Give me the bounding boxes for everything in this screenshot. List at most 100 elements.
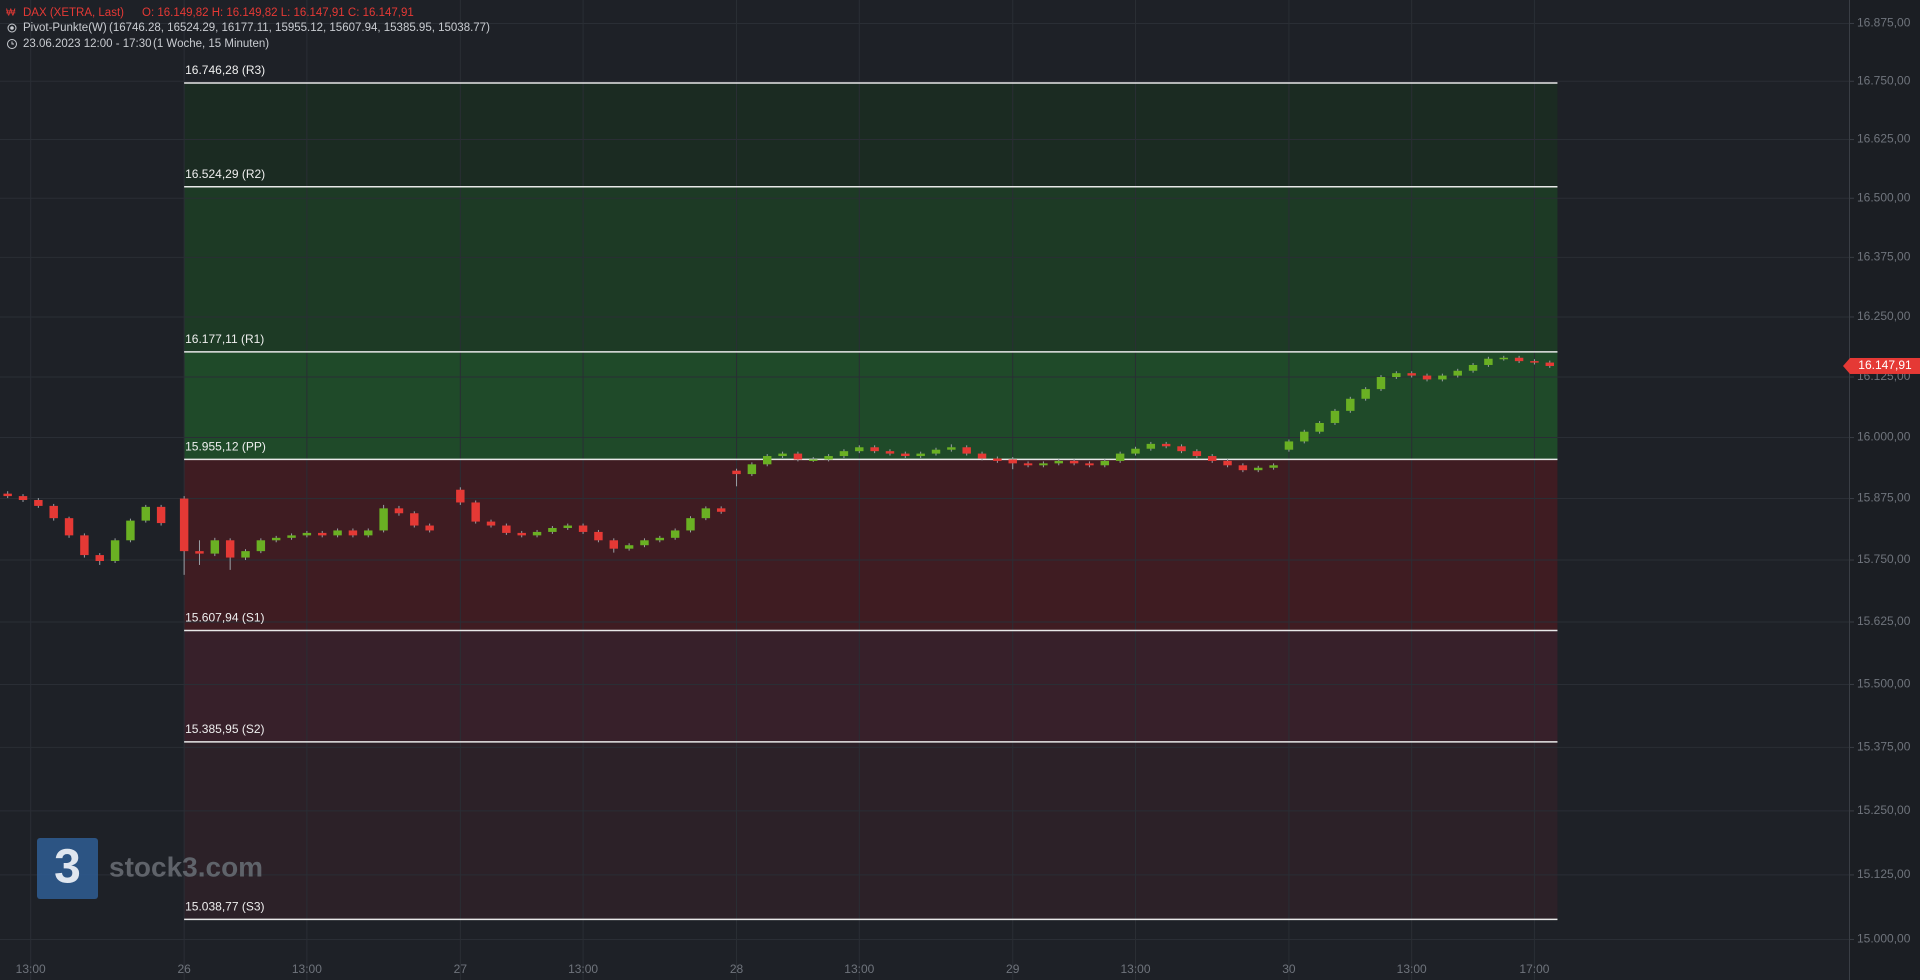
candle-body [578,525,588,532]
y-tick-label: 15.875,00 [1857,491,1911,505]
candle-body [1499,357,1508,360]
candle-body [333,530,342,536]
quote: O: 16.149,82 H: 16.149,82 L: 16.147,91 C… [142,7,414,19]
icon [11,41,14,45]
logo-mark: 3 [54,841,81,894]
candle-body [1407,373,1416,376]
candle-body [563,525,572,528]
candle-body [901,453,910,457]
candle-body [1223,460,1232,466]
candle-body [95,555,104,562]
pivot-zone [184,459,1558,631]
candle-body [141,506,150,521]
candle-body [471,502,480,522]
price-tag-arrow [1843,357,1850,374]
candle-body [1192,451,1202,457]
candles [3,355,1555,575]
y-tick-label: 15.125,00 [1857,867,1911,881]
candle-body [1545,362,1555,366]
candle-body [241,551,250,558]
candle-body [156,506,166,524]
candle-body [195,551,204,554]
y-tick-label: 16.250,00 [1857,309,1911,323]
y-tick-label: 16.750,00 [1857,73,1911,87]
candle-body [486,521,496,526]
candle-body [1284,441,1294,450]
icon [7,23,17,33]
icon: ₩ [6,8,16,19]
candle-body [1254,467,1263,471]
x-tick-label: 13:00 [16,962,46,976]
candle-body [839,451,849,457]
y-tick-label: 15.000,00 [1857,932,1911,946]
candle-body [34,500,43,506]
candle-body [1238,465,1248,471]
watermark-text: stock3.com [109,851,263,882]
candle-body [287,535,296,538]
candle-body [1422,375,1432,380]
x-tick-label: 13:00 [844,962,874,976]
axes: 16.875,00 16.750,00 16.625,00 16.500,00 16.3… [16,16,1920,976]
candle-body [624,545,634,549]
candle-body [1115,453,1125,461]
y-tick-label: 15.500,00 [1857,677,1911,691]
pivot-zone [184,741,1558,920]
candle-body [1346,398,1355,411]
candle-body [793,453,803,460]
candle-body [1177,446,1186,452]
candle-body [1300,431,1309,442]
y-tick-label: 16.500,00 [1857,190,1911,204]
candle-body [747,464,757,475]
candle-body [1054,460,1063,464]
candle-body [364,530,373,536]
candle-body [225,540,235,558]
grid [0,0,1849,980]
candle-body [1023,463,1033,466]
candle-body [179,498,189,552]
pivot-label: 15.385,95 (S2) [185,722,264,736]
candle-body [256,540,266,552]
y-tick-label: 15.750,00 [1857,552,1911,566]
pivot-label: 15.955,12 (PP) [185,440,266,454]
candle-body [1100,460,1110,466]
candle-body [640,540,649,546]
candle-body [517,532,526,536]
watermark: 3 stock3.com [37,838,263,899]
candle-body [885,451,895,454]
y-tick-label: 16.375,00 [1857,250,1911,264]
candle-body [993,458,1002,461]
x-tick-label: 30 [1282,962,1296,976]
candle-body [1438,375,1447,380]
candle-body [732,470,741,475]
candle-body [348,530,358,536]
x-tick-label: 29 [1006,962,1020,976]
y-tick-label: 16.875,00 [1857,16,1911,30]
x-tick-label: 13:00 [1397,962,1427,976]
pivot-label: 15.607,94 (S1) [185,611,264,625]
candle-body [548,527,557,532]
candle-body [64,518,74,536]
candle-body [318,532,327,536]
candle-body [410,513,419,526]
pivot-label: 16.746,28 (R3) [185,63,265,77]
candle-body [1207,456,1217,461]
icon [10,26,14,30]
x-tick-label: 13:00 [1120,962,1150,976]
pivot-zone [184,186,1558,352]
candle-body [110,540,120,562]
candle-body [686,518,695,531]
candle-body [870,447,879,452]
pivot-zone [184,351,1558,460]
candle-body [1376,377,1386,390]
candle-body [126,520,135,541]
y-tick-label: 16.625,00 [1857,132,1911,146]
y-tick-label: 15.375,00 [1857,740,1911,754]
candle-body [502,525,511,533]
candle-body [210,540,220,554]
y-tick-label: 16.000,00 [1857,430,1911,444]
candle-body [962,447,971,454]
y-tick-label: 15.625,00 [1857,614,1911,628]
candle-body [655,537,665,541]
